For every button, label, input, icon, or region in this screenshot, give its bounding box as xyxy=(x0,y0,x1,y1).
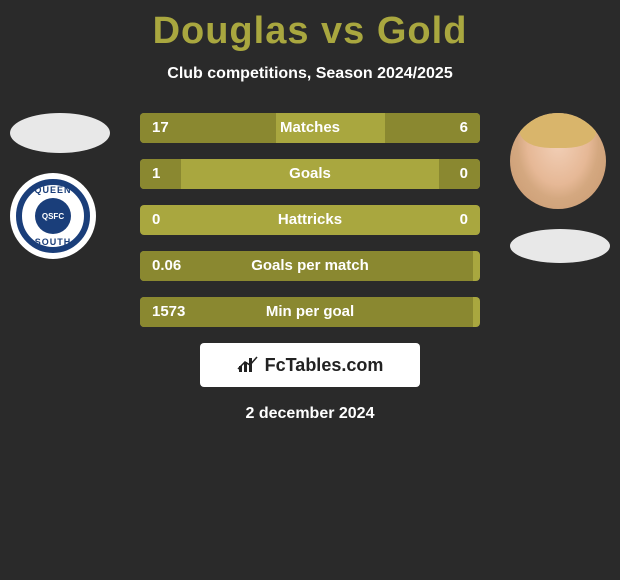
date-label: 2 december 2024 xyxy=(0,405,620,423)
stat-label: Min per goal xyxy=(140,297,480,327)
stat-right-value: 0 xyxy=(460,205,468,235)
stat-row: 1573Min per goal xyxy=(140,297,480,327)
brand-box[interactable]: FcTables.com xyxy=(200,343,420,387)
stat-right-value: 6 xyxy=(460,113,468,143)
stat-row: 17Matches6 xyxy=(140,113,480,143)
stat-row: 0Hattricks0 xyxy=(140,205,480,235)
stat-label: Goals per match xyxy=(140,251,480,281)
club-badge-right-placeholder xyxy=(510,229,610,263)
stat-right-value: 0 xyxy=(460,159,468,189)
title-player-right: Gold xyxy=(377,10,468,52)
title-vs: vs xyxy=(321,10,365,52)
chart-bars-icon xyxy=(237,356,259,374)
stat-label: Matches xyxy=(140,113,480,143)
club-badge-left: QUEEN QSFC SOUTH xyxy=(10,173,96,259)
brand-label: FcTables.com xyxy=(265,355,384,376)
stat-row: 1Goals0 xyxy=(140,159,480,189)
stats-table: 17Matches61Goals00Hattricks00.06Goals pe… xyxy=(140,113,480,327)
comparison-content: QUEEN QSFC SOUTH 17Matches61Goals00Hattr… xyxy=(0,113,620,423)
page-title: Douglas vs Gold xyxy=(0,0,620,53)
title-player-left: Douglas xyxy=(153,10,310,52)
avatar-right xyxy=(510,113,606,209)
stat-label: Goals xyxy=(140,159,480,189)
player-right-column xyxy=(510,113,610,263)
player-left-column: QUEEN QSFC SOUTH xyxy=(10,113,110,259)
avatar-placeholder-left xyxy=(10,113,110,153)
stat-row: 0.06Goals per match xyxy=(140,251,480,281)
subtitle: Club competitions, Season 2024/2025 xyxy=(0,65,620,83)
badge-text-top: QUEEN xyxy=(34,185,71,195)
stat-label: Hattricks xyxy=(140,205,480,235)
badge-text-bottom: SOUTH xyxy=(35,237,72,247)
